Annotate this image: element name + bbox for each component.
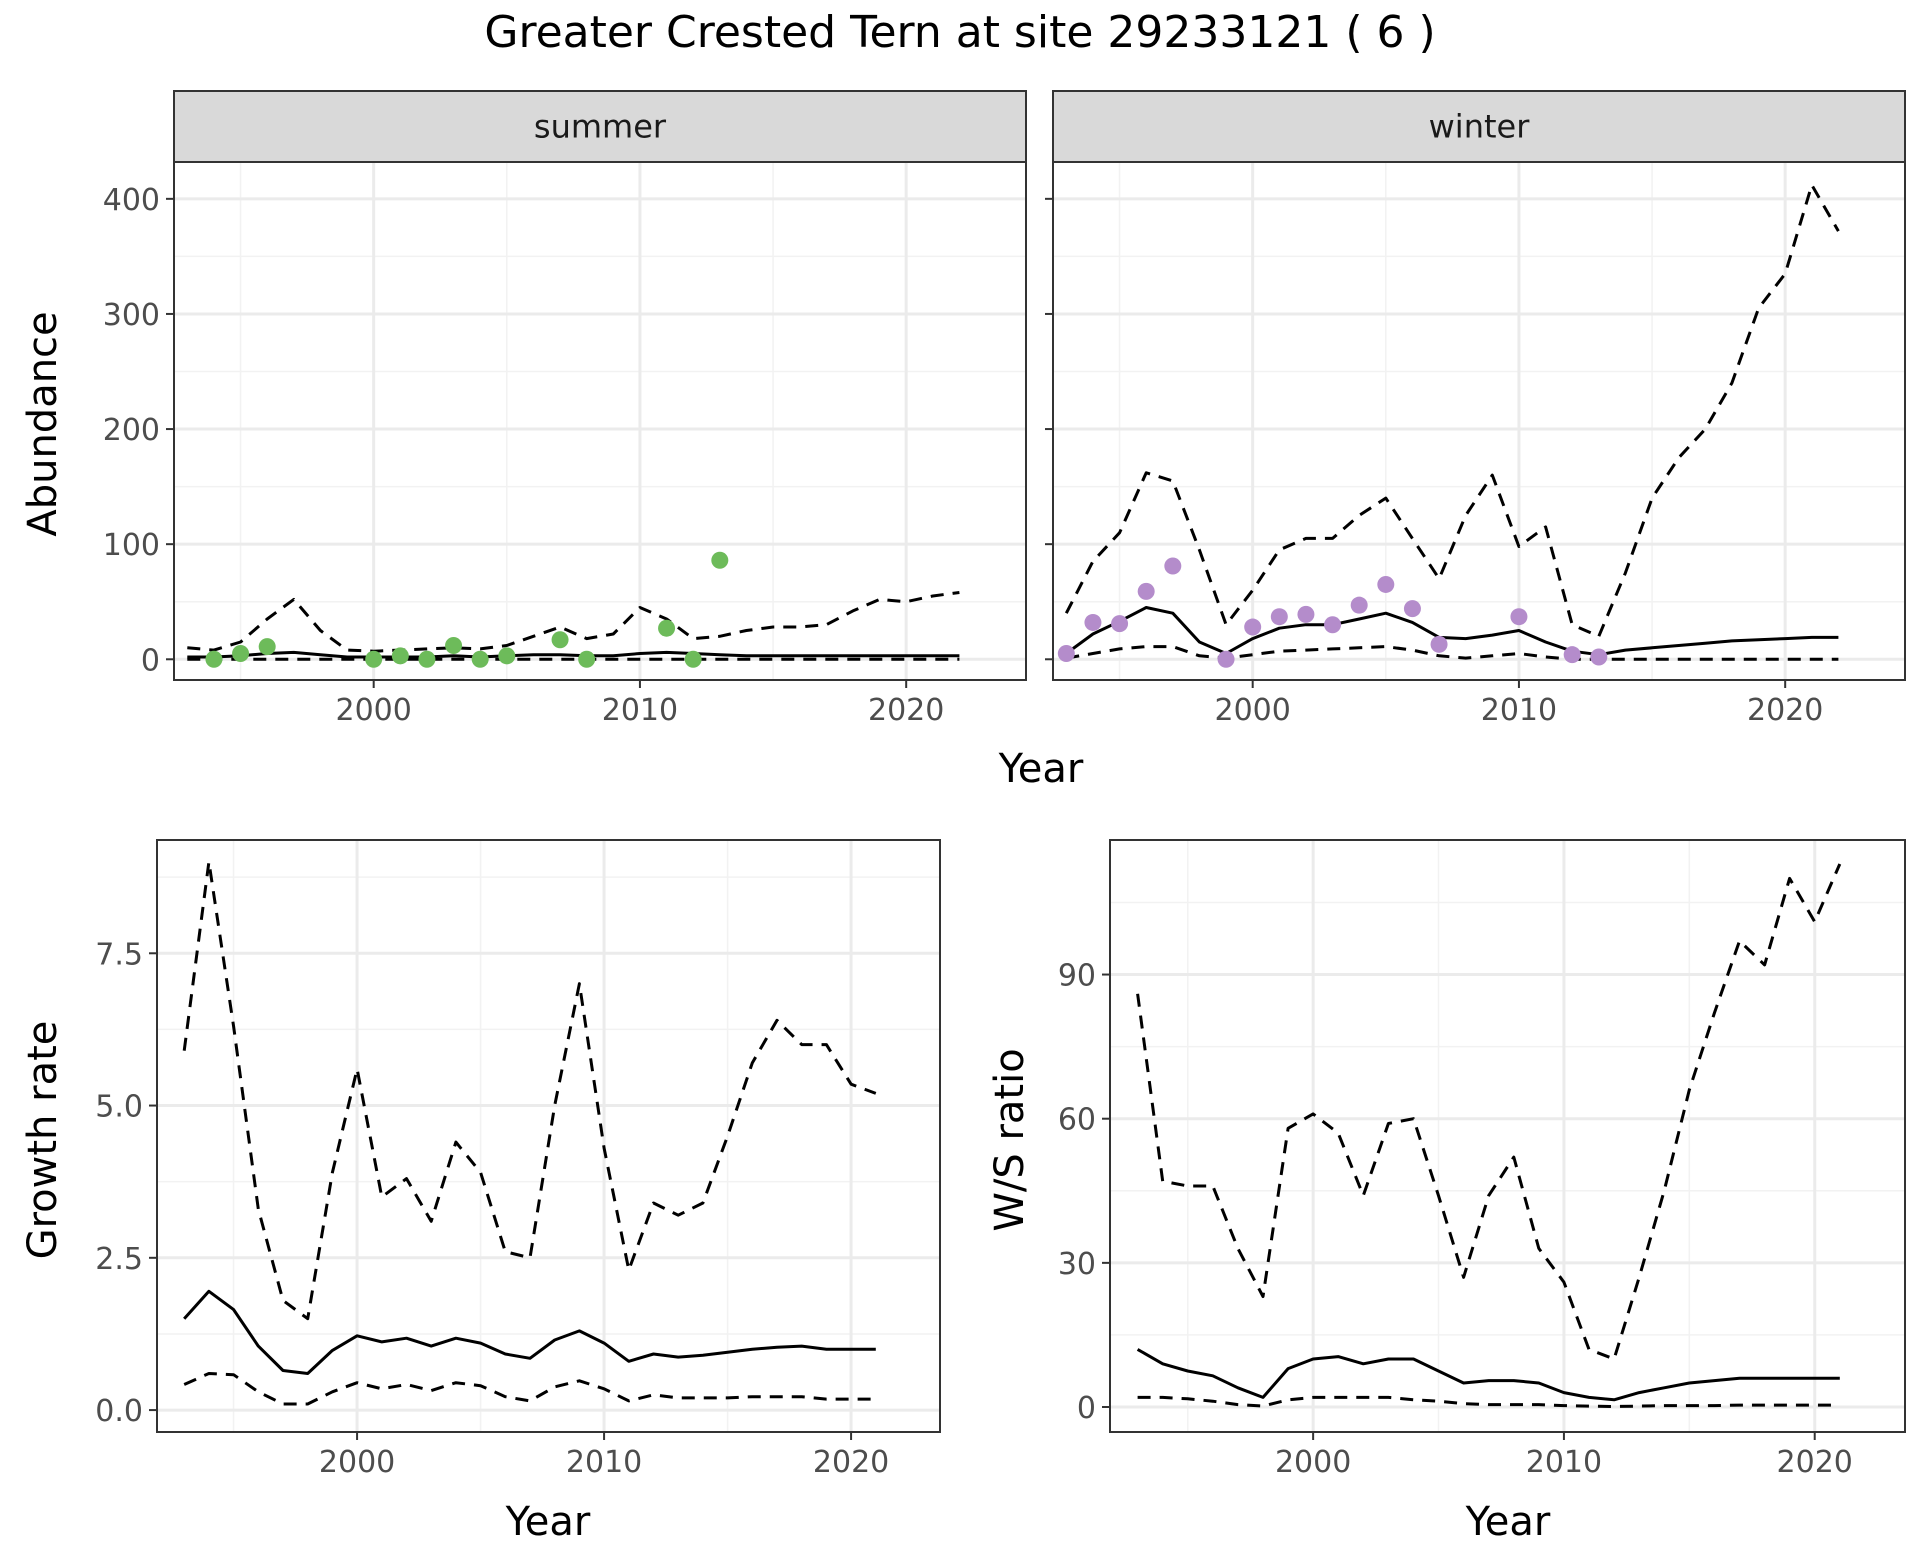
panel-border	[156, 839, 941, 1433]
observed-point	[711, 551, 729, 569]
series-line-bound-1	[182, 860, 877, 1321]
series-line-estimate	[1065, 606, 1839, 657]
observed-point	[498, 647, 516, 665]
series-line-bound-2	[1137, 1395, 1840, 1408]
x-tick-label: 2010	[1526, 1445, 1602, 1480]
panel-growth-rate: 2000 2010 2020 0.0 2.5 5.0 7.5	[95, 839, 941, 1480]
y-axis-title-growth: Growth rate	[20, 1021, 66, 1260]
observed-point	[1324, 616, 1342, 634]
plot-background	[1110, 840, 1905, 1432]
y-tick-label: 90	[1058, 959, 1096, 994]
y-tick-label: 0.0	[95, 1394, 143, 1429]
facet-strip-label: summer	[534, 108, 667, 146]
observed-point	[205, 650, 223, 668]
observed-point	[1270, 608, 1288, 626]
series-line-bound-2	[1066, 645, 1839, 661]
x-tick-label: 2020	[1777, 1445, 1853, 1480]
observed-point	[658, 619, 676, 637]
x-axis-title-ratio: Year	[1465, 1499, 1551, 1545]
observed-point	[1563, 646, 1581, 664]
panel-border	[1109, 839, 1906, 1433]
series-line-estimate	[187, 650, 960, 659]
x-tick-label: 2000	[1215, 693, 1291, 728]
x-tick-label: 2000	[336, 693, 412, 728]
observed-point	[1084, 613, 1102, 631]
y-axis-title-ratio: W/S ratio	[987, 1048, 1033, 1231]
x-tick-label: 2020	[1747, 693, 1823, 728]
x-tick-label: 2000	[1275, 1445, 1351, 1480]
y-tick-label: 2.5	[95, 1242, 143, 1277]
observed-point	[471, 650, 489, 668]
observed-point	[1510, 608, 1528, 626]
y-tick-label: 7.5	[95, 937, 143, 972]
y-tick-label: 400	[103, 183, 160, 218]
y-tick-label: 5.0	[95, 1090, 143, 1125]
y-tick-label: 200	[103, 413, 160, 448]
series-line-bound-2	[183, 1372, 876, 1406]
y-tick-label: 0	[1077, 1391, 1096, 1426]
shared-x-axis-title: Year	[998, 746, 1084, 792]
observed-point	[1430, 635, 1448, 653]
observed-point	[232, 645, 250, 663]
x-tick-label: 2020	[868, 693, 944, 728]
plot-background	[1053, 162, 1905, 680]
x-tick-label: 2010	[566, 1445, 642, 1480]
observed-point	[1403, 600, 1421, 618]
panel-winter: winter 2000 2010 2020	[1045, 90, 1906, 728]
x-tick-label: 2010	[1481, 693, 1557, 728]
observed-point	[258, 638, 276, 656]
x-tick-label: 2010	[602, 693, 678, 728]
observed-point	[1137, 582, 1155, 600]
observed-point	[1217, 650, 1235, 668]
observed-point	[365, 650, 383, 668]
plot-background	[174, 162, 1026, 680]
series-line-bound-1	[1136, 863, 1842, 1361]
x-axis-title-growth: Year	[505, 1499, 591, 1545]
y-axis-title-abundance: Abundance	[20, 311, 66, 536]
y-tick-label: 100	[103, 528, 160, 563]
observed-point	[1057, 645, 1075, 663]
observed-point	[445, 636, 463, 654]
y-tick-label: 300	[103, 298, 160, 333]
observed-point	[1350, 596, 1368, 614]
observed-point	[684, 650, 702, 668]
y-tick-label: 0	[141, 643, 160, 678]
observed-point	[1590, 648, 1608, 666]
observed-point	[1111, 615, 1129, 633]
observed-point	[391, 647, 409, 665]
x-tick-label: 2000	[319, 1445, 395, 1480]
panel-summer: summer 2000 2010 2020 0 100 200 300 400	[103, 90, 1027, 728]
facet-strip	[1052, 90, 1906, 163]
observed-point	[418, 650, 436, 668]
observed-point	[1377, 575, 1395, 593]
observed-point	[578, 650, 596, 668]
y-tick-label: 30	[1058, 1247, 1096, 1282]
series-line-estimate	[1136, 1348, 1840, 1402]
observed-point	[1164, 557, 1182, 575]
observed-point	[1297, 605, 1315, 623]
observed-point	[551, 631, 569, 649]
figure-title: Greater Crested Tern at site 29233121 ( …	[484, 7, 1435, 58]
series-line-bound-1	[1064, 183, 1840, 638]
series-line-bound-1	[187, 591, 960, 653]
observed-point	[1244, 618, 1262, 636]
y-tick-label: 60	[1058, 1103, 1096, 1138]
facet-strip	[173, 90, 1027, 163]
facet-strip-label: winter	[1429, 108, 1531, 146]
panel-ws-ratio: 2000 2010 2020 0 30 60 90	[1058, 839, 1906, 1480]
series-line-estimate	[183, 1289, 876, 1375]
x-tick-label: 2020	[813, 1445, 889, 1480]
